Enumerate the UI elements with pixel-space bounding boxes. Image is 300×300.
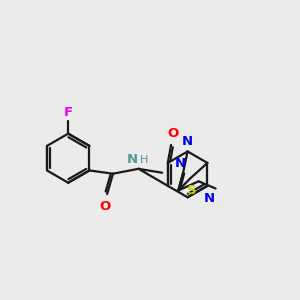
Text: H: H — [140, 154, 148, 165]
Text: O: O — [167, 127, 178, 140]
Text: N: N — [175, 157, 186, 170]
Text: N: N — [127, 153, 138, 166]
Text: N: N — [182, 134, 193, 148]
Text: F: F — [64, 106, 73, 119]
Text: N: N — [203, 192, 214, 205]
Text: O: O — [99, 200, 110, 213]
Text: S: S — [187, 184, 197, 197]
